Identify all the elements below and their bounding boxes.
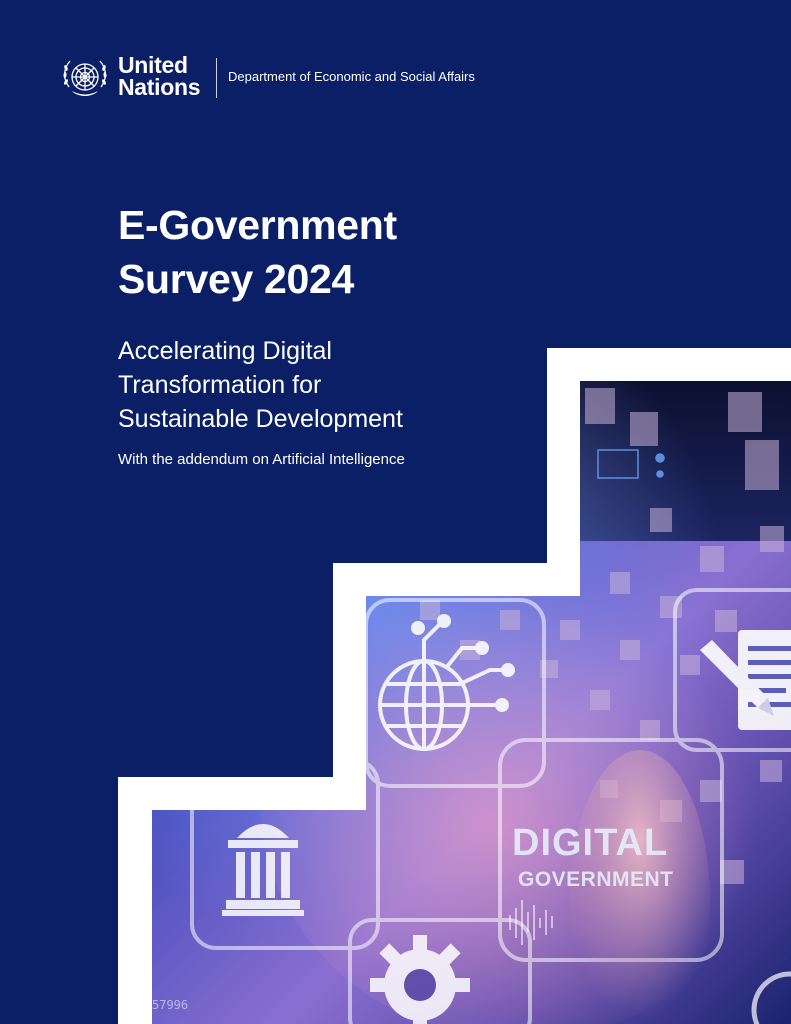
report-subtitle-line2: Transformation for	[118, 371, 322, 399]
image-number-text: 57996	[152, 998, 189, 1012]
department-name: Department of Economic and Social Affair…	[228, 69, 475, 84]
report-subtitle-line3: Sustainable Development	[118, 405, 403, 433]
report-subtitle-line1: Accelerating Digital	[118, 337, 332, 365]
government-label: GOVERNMENT	[518, 868, 674, 891]
report-title-line2: Survey 2024	[118, 256, 355, 302]
report-title: E-Government Survey 2024	[118, 198, 397, 306]
org-name: United Nations	[118, 52, 201, 100]
org-name-line2: Nations	[118, 74, 201, 100]
report-tagline: With the addendum on Artificial Intellig…	[118, 451, 405, 468]
globe-network-icon	[378, 614, 515, 751]
gear-icon	[370, 935, 470, 1024]
header-divider	[216, 58, 217, 98]
un-emblem-icon	[63, 60, 107, 96]
finger-touch-icon	[570, 750, 710, 1024]
report-title-line1: E-Government	[118, 202, 397, 248]
digital-label: DIGITAL	[512, 822, 669, 864]
report-subtitle: Accelerating Digital Transformation for …	[118, 334, 403, 436]
courthouse-icon	[222, 824, 304, 916]
org-name-line1: United	[118, 52, 188, 78]
